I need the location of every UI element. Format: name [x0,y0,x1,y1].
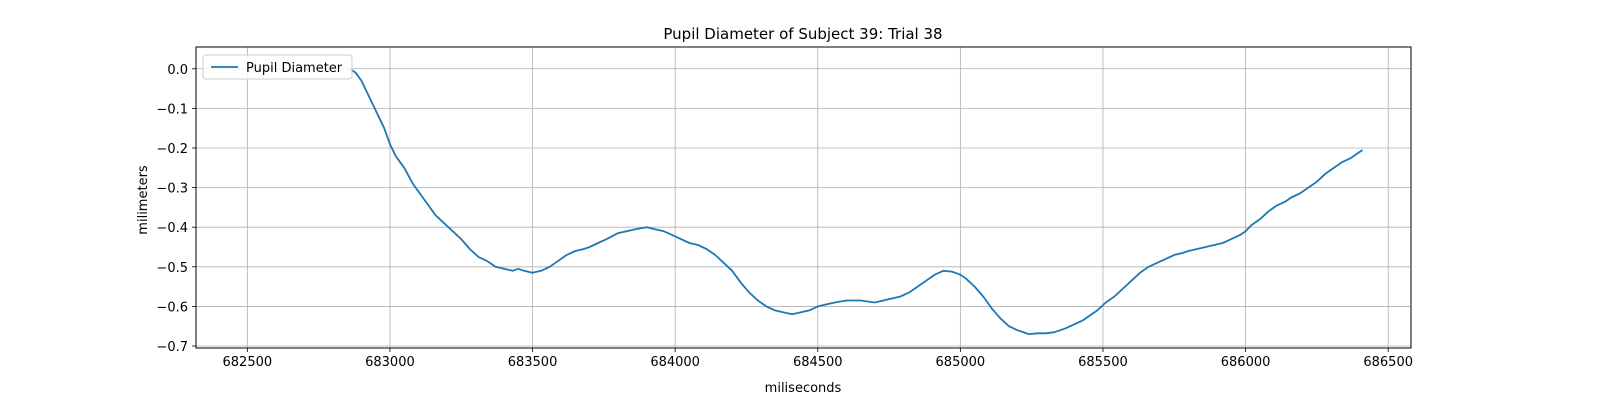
x-tick-label: 685500 [1078,355,1128,370]
series-layer [349,68,1364,336]
y-tick-label: −0.3 [156,182,188,197]
x-tick-label: 684500 [793,355,843,370]
x-axis-label: miliseconds [765,381,842,396]
y-tick-label: −0.2 [156,142,188,157]
y-tick-label: −0.4 [156,221,188,236]
x-tick-label: 683000 [365,355,415,370]
x-tick-label: 686500 [1363,355,1413,370]
legend-box [202,54,353,80]
plot-frame [195,46,1412,349]
x-tick-label: 683500 [508,355,558,370]
y-axis-label: milimeters [136,165,151,235]
y-tick-label: −0.6 [156,300,188,315]
chart-title: Pupil Diameter of Subject 39: Trial 38 [663,25,942,43]
y-tick-label: −0.1 [156,102,188,117]
y-tick-label: −0.7 [156,340,188,355]
legend-label: Pupil Diameter [246,61,343,76]
y-tick-label: 0.0 [167,63,188,78]
x-tick-label: 682500 [223,355,273,370]
x-tick-label: 684000 [650,355,700,370]
grid-lines [196,47,1411,348]
y-tick-label: −0.5 [156,261,188,276]
axis-ticks: 682500 683000 683500 684000 684500 685000 6855… [156,63,1413,370]
series-line-pupil-diameter [349,68,1364,336]
x-tick-label: 685000 [936,355,986,370]
x-tick-label: 686000 [1221,355,1271,370]
legend: Pupil Diameter [202,54,353,80]
